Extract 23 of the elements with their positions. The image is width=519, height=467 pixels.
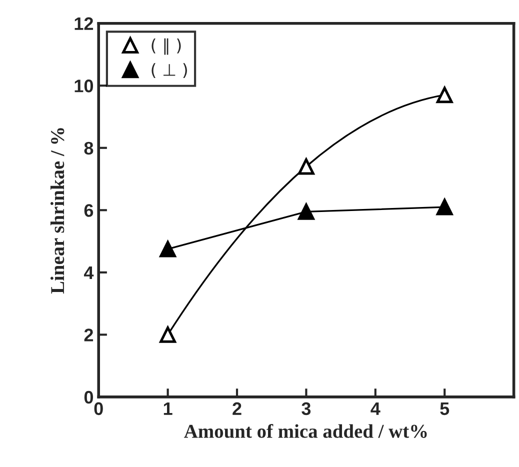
x-tick-label: 3 — [302, 402, 311, 416]
x-tick-label: 1 — [164, 402, 172, 415]
x-tick-label: 5 — [440, 402, 450, 416]
y-tick-label: 0 — [84, 390, 94, 404]
y-tick-label: 6 — [84, 204, 94, 217]
legend-label: ( ∥ ) — [152, 38, 181, 55]
y-axis-title: Linear shrinkae / % — [50, 128, 64, 294]
x-axis-title: Amount of mica added / wt% — [184, 424, 427, 438]
point — [436, 198, 453, 216]
point — [298, 158, 314, 175]
point — [160, 326, 176, 343]
legend-label: ( ⊥ ) — [152, 63, 187, 78]
x-tick-label: 4 — [370, 402, 380, 415]
y-tick-label: 2 — [84, 328, 94, 342]
y-tick-label: 12 — [74, 17, 94, 30]
y-tick-label: 8 — [84, 142, 94, 155]
y-tick-label: 10 — [74, 80, 94, 92]
x-tick-label: 2 — [232, 402, 242, 415]
point — [298, 204, 314, 220]
point — [436, 86, 453, 104]
x-tick-label: 0 — [94, 402, 103, 416]
point — [160, 240, 176, 258]
y-tick-label: 4 — [84, 266, 94, 279]
